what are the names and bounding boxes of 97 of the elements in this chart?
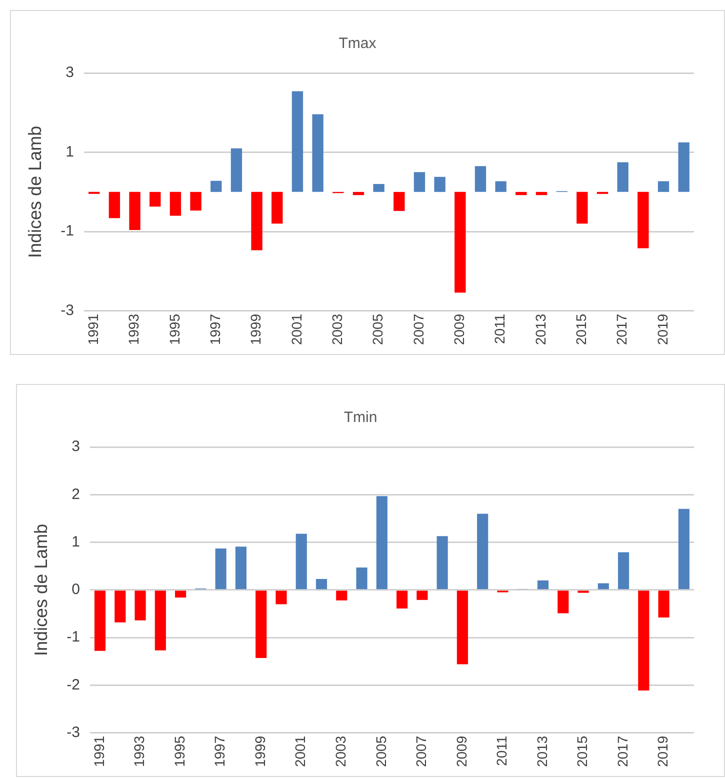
bar bbox=[456, 590, 468, 664]
x-tick-label: 2017 bbox=[614, 314, 630, 346]
y-tick-label: 3 bbox=[66, 64, 74, 82]
y-axis-title: Indices de Lamb bbox=[30, 524, 51, 656]
bar bbox=[376, 496, 388, 590]
bar bbox=[477, 514, 488, 590]
y-tick-label: 0 bbox=[72, 581, 80, 598]
bar bbox=[416, 590, 428, 600]
bar bbox=[537, 580, 549, 590]
x-tick-label: 1997 bbox=[212, 736, 228, 768]
x-tick-label: 2019 bbox=[654, 736, 671, 768]
bar bbox=[658, 590, 670, 618]
bar bbox=[150, 192, 161, 207]
bar bbox=[316, 578, 328, 590]
bar bbox=[638, 590, 650, 690]
bar bbox=[235, 546, 246, 590]
y-tick-label: 1 bbox=[66, 143, 74, 160]
bar bbox=[414, 172, 426, 192]
x-tick-label: 2013 bbox=[534, 736, 550, 768]
x-tick-label: 1995 bbox=[166, 314, 182, 346]
x-tick-label: 2007 bbox=[410, 314, 426, 346]
bar bbox=[536, 192, 548, 196]
x-tick-label: 2019 bbox=[654, 314, 670, 346]
bar bbox=[170, 192, 182, 216]
x-tick-label: 1991 bbox=[90, 736, 107, 768]
x-tick-label: 1995 bbox=[171, 736, 188, 768]
x-tick-label: 1991 bbox=[84, 314, 101, 346]
x-tick-label: 1999 bbox=[248, 314, 264, 346]
bar bbox=[356, 568, 368, 590]
y-tick-label: -1 bbox=[66, 628, 80, 646]
y-tick-label: -1 bbox=[60, 222, 74, 240]
bar bbox=[114, 590, 126, 622]
bar bbox=[256, 590, 267, 658]
bar bbox=[175, 590, 186, 598]
x-tick-label: 2005 bbox=[370, 314, 386, 346]
bar bbox=[276, 590, 287, 604]
bar bbox=[396, 590, 408, 609]
bar bbox=[598, 583, 609, 590]
x-tick-label: 2003 bbox=[332, 736, 348, 768]
bar bbox=[576, 192, 588, 224]
bar bbox=[658, 181, 670, 192]
bar bbox=[373, 184, 384, 192]
bar bbox=[94, 590, 106, 651]
bar bbox=[436, 536, 448, 590]
bar bbox=[617, 162, 628, 192]
x-tick-label: 2011 bbox=[492, 314, 508, 344]
x-tick-label: 1999 bbox=[252, 736, 268, 768]
x-tick-label: 2003 bbox=[328, 314, 345, 346]
x-tick-label: 2009 bbox=[453, 736, 470, 768]
x-tick-label: 2015 bbox=[574, 736, 590, 768]
x-tick-label: 2011 bbox=[494, 736, 510, 766]
bar bbox=[495, 181, 506, 192]
bar bbox=[129, 192, 140, 230]
x-tick-label: 2009 bbox=[451, 314, 467, 346]
y-axis-title: Indices de Lamb bbox=[24, 126, 45, 258]
chart-title: Tmax bbox=[338, 35, 377, 52]
bar bbox=[296, 534, 307, 590]
bar bbox=[558, 590, 569, 614]
y-tick-label: 3 bbox=[72, 438, 80, 456]
x-tick-label: 2015 bbox=[573, 314, 590, 346]
bar bbox=[678, 142, 690, 192]
bar bbox=[352, 192, 364, 196]
bar bbox=[190, 192, 202, 211]
bar bbox=[108, 192, 120, 218]
bar bbox=[394, 192, 405, 211]
chart-title: Tmin bbox=[344, 409, 378, 426]
bar bbox=[434, 176, 446, 192]
x-tick-label: 2007 bbox=[413, 736, 430, 768]
x-tick-label: 2001 bbox=[288, 314, 304, 346]
x-tick-label: 1993 bbox=[131, 736, 148, 768]
bar bbox=[336, 590, 348, 600]
x-tick-label: 2013 bbox=[532, 314, 548, 346]
x-tick-label: 2001 bbox=[292, 736, 308, 768]
x-tick-label: 1997 bbox=[206, 314, 223, 346]
bar bbox=[454, 192, 466, 293]
x-tick-label: 1993 bbox=[126, 314, 142, 346]
bar bbox=[678, 508, 690, 590]
bar bbox=[312, 114, 324, 192]
y-tick-label: -3 bbox=[66, 724, 80, 741]
x-tick-label: 2017 bbox=[614, 736, 630, 768]
y-tick-label: 2 bbox=[72, 486, 80, 503]
bar bbox=[134, 590, 146, 620]
bar bbox=[618, 552, 630, 590]
bar bbox=[210, 180, 222, 192]
y-tick-label: -2 bbox=[66, 676, 80, 694]
bar bbox=[474, 166, 486, 192]
y-tick-label: 1 bbox=[72, 533, 80, 550]
bar bbox=[272, 192, 283, 224]
x-tick-label: 2005 bbox=[372, 736, 389, 768]
y-tick-label: -3 bbox=[60, 302, 74, 319]
bar bbox=[230, 148, 242, 192]
bar bbox=[638, 192, 649, 248]
bar bbox=[215, 548, 226, 590]
bar bbox=[154, 590, 166, 650]
bar bbox=[251, 192, 262, 250]
bar bbox=[292, 91, 304, 192]
bar bbox=[516, 192, 527, 196]
